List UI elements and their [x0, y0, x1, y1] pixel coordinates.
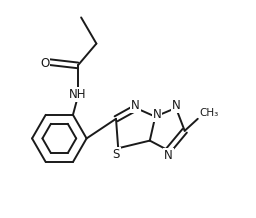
Text: CH₃: CH₃: [199, 108, 219, 118]
Text: O: O: [40, 57, 49, 70]
Text: N: N: [153, 108, 161, 121]
Text: N: N: [131, 99, 140, 112]
Text: N: N: [164, 149, 173, 162]
Text: N: N: [172, 99, 180, 112]
Text: S: S: [112, 148, 120, 161]
Text: NH: NH: [69, 88, 87, 101]
